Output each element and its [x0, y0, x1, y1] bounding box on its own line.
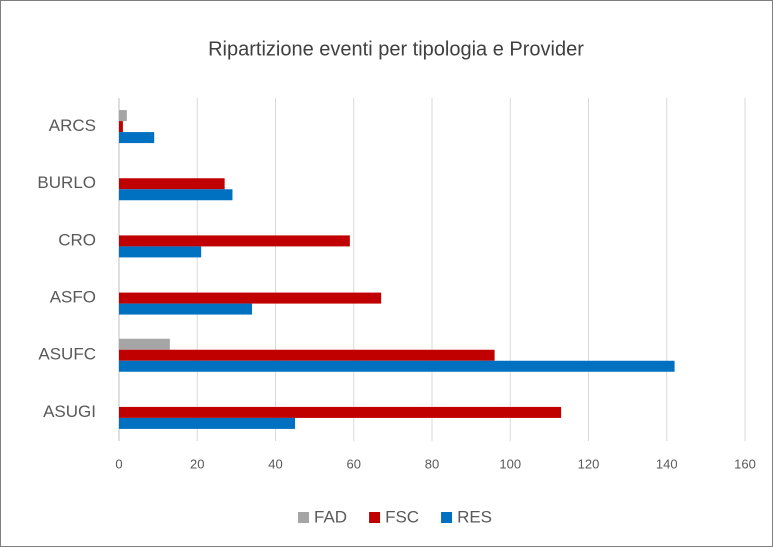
- legend-label: FAD: [314, 507, 347, 526]
- legend-label: RES: [457, 507, 492, 526]
- y-tick-label: BURLO: [37, 173, 96, 192]
- bar: [119, 235, 350, 247]
- bar: [119, 132, 155, 144]
- bar: [119, 406, 562, 418]
- bar: [119, 189, 233, 201]
- legend-swatch: [298, 512, 309, 523]
- legend-swatch: [441, 512, 453, 523]
- y-tick-label: ASUFC: [38, 345, 96, 364]
- y-tick-label: ARCS: [49, 116, 96, 135]
- legend-label: FSC: [385, 507, 419, 526]
- x-tick-label: 0: [115, 456, 122, 471]
- y-tick-label: CRO: [58, 230, 96, 249]
- x-tick-label: 40: [268, 456, 282, 471]
- x-tick-label: 120: [578, 456, 600, 471]
- bar: [119, 110, 127, 122]
- y-tick-label: ASUGI: [43, 402, 96, 421]
- x-tick-label: 60: [347, 456, 361, 471]
- bar: [119, 360, 675, 372]
- bar: [119, 292, 382, 304]
- bar: [119, 303, 253, 315]
- x-tick-label: 140: [656, 456, 678, 471]
- bar: [119, 246, 202, 258]
- chart-title: Ripartizione eventi per tipologia e Prov…: [208, 38, 584, 60]
- legend-swatch: [369, 512, 381, 523]
- x-tick-label: 20: [190, 456, 204, 471]
- bar: [119, 178, 225, 190]
- bar: [119, 338, 170, 350]
- x-tick-label: 100: [499, 456, 521, 471]
- bar: [119, 121, 123, 133]
- y-tick-label: ASFO: [50, 288, 96, 307]
- bar: [119, 417, 296, 429]
- x-tick-label: 160: [734, 456, 756, 471]
- bar: [119, 349, 495, 361]
- x-tick-label: 80: [425, 456, 439, 471]
